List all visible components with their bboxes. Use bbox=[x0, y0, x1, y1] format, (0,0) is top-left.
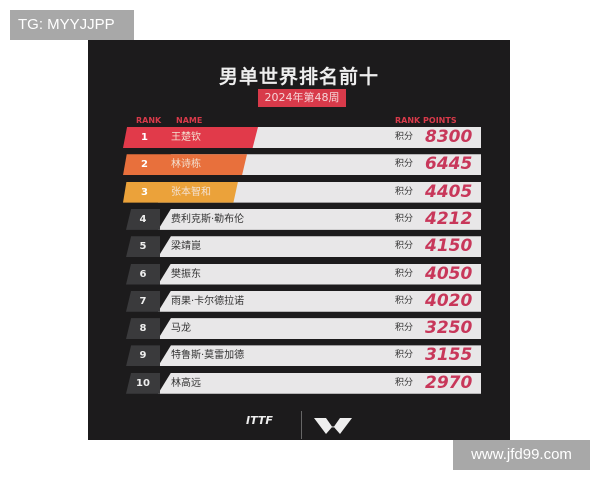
player-name: 林诗栋 bbox=[171, 159, 201, 171]
rank-points: 4212 bbox=[425, 208, 473, 229]
ranking-row: 5 梁靖崑 积分 4150 bbox=[123, 236, 481, 258]
player-name: 樊振东 bbox=[171, 268, 201, 280]
points-label: 积分 bbox=[395, 268, 414, 279]
watermark-site: www.jfd99.com bbox=[453, 440, 590, 470]
row-bar bbox=[158, 263, 481, 285]
watermark-tg: TG: MYYJJPP bbox=[10, 10, 134, 40]
player-name: 雨果·卡尔德拉诺 bbox=[171, 295, 245, 307]
points-label: 积分 bbox=[395, 186, 414, 197]
ranking-row: 6 樊振东 积分 4050 bbox=[123, 263, 481, 285]
rank-points: 4020 bbox=[425, 290, 473, 311]
points-label: 积分 bbox=[395, 377, 414, 388]
header-name: NAME bbox=[176, 116, 203, 125]
wtt-logo bbox=[314, 418, 352, 434]
rank-highlight bbox=[123, 154, 247, 176]
ranking-row: 8 马龙 积分 3250 bbox=[123, 318, 481, 340]
rank-points: 3250 bbox=[425, 318, 473, 339]
rank-highlight bbox=[123, 181, 238, 203]
rank-number: 1 bbox=[141, 132, 148, 143]
row-bar bbox=[158, 318, 481, 340]
poster-title: 男单世界排名前十 bbox=[218, 66, 379, 88]
rank-points: 4405 bbox=[425, 181, 473, 202]
rank-number: 3 bbox=[141, 186, 148, 198]
rank-number: 6 bbox=[126, 263, 160, 285]
rank-number: 5 bbox=[126, 236, 160, 258]
logo-divider bbox=[301, 411, 302, 439]
player-name: 林高远 bbox=[171, 377, 201, 389]
ittf-logo: ITTF bbox=[246, 414, 273, 427]
rank-points: 8300 bbox=[425, 127, 473, 147]
points-label: 积分 bbox=[395, 213, 414, 224]
header-points: RANK POINTS bbox=[395, 116, 457, 125]
row-bar bbox=[158, 290, 481, 312]
points-label: 积分 bbox=[395, 295, 414, 306]
points-label: 积分 bbox=[395, 350, 414, 361]
ranking-row: 4 费利克斯·勒布伦 积分 4212 bbox=[123, 208, 481, 230]
rank-number: 9 bbox=[126, 345, 160, 367]
header-rank: RANK bbox=[136, 116, 162, 125]
rank-number: 10 bbox=[126, 372, 160, 394]
row-bar bbox=[158, 345, 481, 367]
rank-number: 8 bbox=[126, 318, 160, 340]
points-label: 积分 bbox=[395, 132, 414, 142]
player-name: 王楚钦 bbox=[171, 132, 201, 143]
points-label: 积分 bbox=[395, 241, 414, 252]
rank-points: 6445 bbox=[425, 154, 473, 175]
rank-points: 4150 bbox=[425, 236, 473, 257]
ranking-row: 10 林高远 积分 2970 bbox=[123, 372, 481, 394]
ranking-row: 1 王楚钦 积分 8300 bbox=[123, 127, 481, 148]
week-badge: 2024年第48周 bbox=[258, 89, 346, 107]
logos: ITTF bbox=[246, 406, 356, 440]
player-name: 马龙 bbox=[171, 323, 191, 335]
row-bar bbox=[158, 181, 481, 203]
ranking-row: 9 特鲁斯·莫雷加德 积分 3155 bbox=[123, 345, 481, 367]
rank-number: 2 bbox=[141, 159, 148, 171]
rank-number: 4 bbox=[126, 208, 160, 230]
player-name: 费利克斯·勒布伦 bbox=[171, 213, 245, 225]
rank-highlight bbox=[123, 127, 258, 148]
ranking-row: 3 张本智和 积分 4405 bbox=[123, 181, 481, 203]
player-name: 张本智和 bbox=[171, 186, 211, 198]
rank-number: 7 bbox=[126, 290, 160, 312]
points-label: 积分 bbox=[395, 323, 414, 334]
rank-points: 3155 bbox=[425, 345, 473, 366]
ranking-poster: 男单世界排名前十 2024年第48周 RANK NAME RANK POINTS… bbox=[88, 40, 510, 440]
ranking-row: 7 雨果·卡尔德拉诺 积分 4020 bbox=[123, 290, 481, 312]
player-name: 特鲁斯·莫雷加德 bbox=[171, 350, 245, 362]
ranking-row: 2 林诗栋 积分 6445 bbox=[123, 154, 481, 176]
row-bar bbox=[158, 372, 481, 394]
points-label: 积分 bbox=[395, 159, 414, 170]
row-bar bbox=[158, 236, 481, 258]
player-name: 梁靖崑 bbox=[171, 241, 201, 253]
row-bar bbox=[158, 208, 481, 230]
rank-points: 2970 bbox=[425, 372, 473, 393]
rank-points: 4050 bbox=[425, 263, 473, 284]
